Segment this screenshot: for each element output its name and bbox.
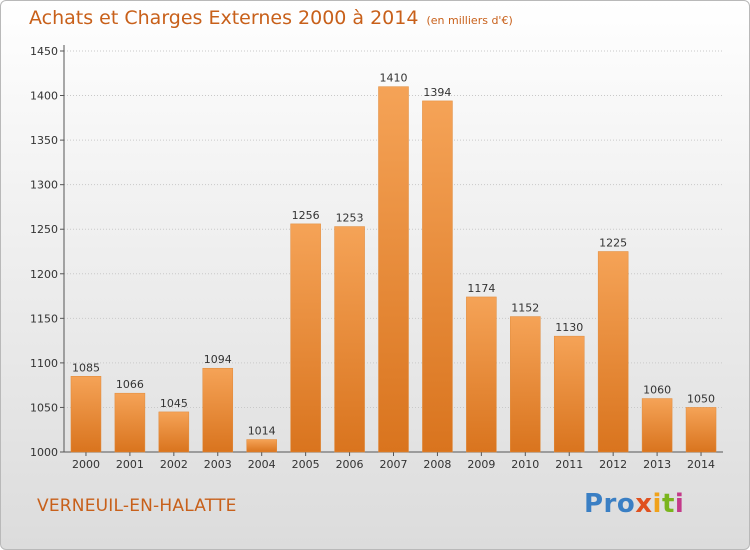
data-label-2014: 1050 — [687, 392, 715, 405]
data-label-2001: 1066 — [116, 378, 144, 391]
chart-title: Achats et Charges Externes 2000 à 2014 — [29, 7, 419, 29]
data-label-2004: 1014 — [248, 425, 276, 438]
y-tick-label: 1000 — [30, 446, 58, 459]
bar-2001 — [114, 392, 146, 453]
data-label-2009: 1174 — [467, 282, 495, 295]
x-tick-label-2012: 2012 — [599, 458, 627, 471]
y-tick-label: 1200 — [30, 268, 58, 281]
y-tick-label: 1300 — [30, 179, 58, 192]
x-tick-label-2000: 2000 — [72, 458, 100, 471]
x-tick-label-2014: 2014 — [687, 458, 715, 471]
data-label-2011: 1130 — [555, 321, 583, 334]
bar-2013 — [641, 398, 673, 453]
x-tick-label-2006: 2006 — [336, 458, 364, 471]
y-tick-label: 1050 — [30, 401, 58, 414]
data-label-2006: 1253 — [336, 212, 364, 225]
bar-2007 — [378, 86, 409, 453]
y-tick-label: 1350 — [30, 134, 58, 147]
bar-2010 — [510, 316, 541, 453]
data-label-2008: 1394 — [423, 86, 451, 99]
bar-2008 — [422, 100, 453, 453]
y-tick-label: 1450 — [30, 45, 58, 58]
bar-2006 — [334, 226, 365, 453]
chart-subtitle: (en milliers d'€) — [426, 14, 513, 27]
x-tick-label-2013: 2013 — [643, 458, 671, 471]
data-label-2003: 1094 — [204, 353, 232, 366]
x-tick-label-2002: 2002 — [160, 458, 188, 471]
x-tick-label-2011: 2011 — [555, 458, 583, 471]
x-tick-label-2005: 2005 — [292, 458, 320, 471]
bar-2011 — [553, 335, 585, 453]
data-label-2005: 1256 — [292, 209, 320, 222]
y-tick-label: 1250 — [30, 223, 58, 236]
x-tick-label-2009: 2009 — [467, 458, 495, 471]
bar-2004 — [246, 439, 277, 453]
y-tick-label: 1100 — [30, 357, 58, 370]
bars — [70, 86, 717, 453]
bar-2000 — [70, 376, 102, 453]
data-labels: 1085 1066 1045 1094 1014 1256 1253 1410 1394 1174… — [72, 72, 715, 438]
data-label-2000: 1085 — [72, 361, 100, 374]
y-tick-label: 1150 — [30, 312, 58, 325]
bar-2003 — [202, 367, 234, 453]
x-tick-label-2004: 2004 — [248, 458, 276, 471]
bar-2005 — [290, 223, 321, 453]
bar-2014 — [685, 407, 717, 453]
x-tick-label-2001: 2001 — [116, 458, 144, 471]
bar-2002 — [158, 411, 190, 453]
chart-title-block: Achats et Charges Externes 2000 à 2014 (e… — [29, 7, 513, 29]
data-label-2012: 1225 — [599, 237, 627, 250]
bar-2009 — [466, 296, 497, 453]
y-tick-label: 1400 — [30, 90, 58, 103]
data-label-2007: 1410 — [380, 72, 408, 85]
proxiti-logo: Proxiti — [584, 489, 685, 519]
data-label-2010: 1152 — [511, 302, 539, 315]
x-tick-label-2007: 2007 — [380, 458, 408, 471]
data-label-2002: 1045 — [160, 397, 188, 410]
x-tick-label-2008: 2008 — [423, 458, 451, 471]
axes: 1000 1050 1100 1150 1200 1250 1300 1350 1400 1450… — [30, 45, 723, 471]
x-tick-label-2003: 2003 — [204, 458, 232, 471]
data-label-2013: 1060 — [643, 384, 671, 397]
commune-name: VERNEUIL-EN-HALATTE — [37, 496, 237, 516]
x-tick-label-2010: 2010 — [511, 458, 539, 471]
bar-2012 — [597, 251, 629, 453]
